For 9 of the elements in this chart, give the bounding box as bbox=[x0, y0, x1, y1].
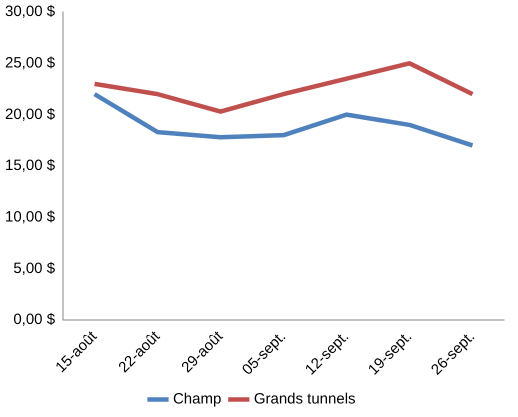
y-tick-label: 10,00 $ bbox=[5, 208, 56, 226]
y-tick-label: 25,00 $ bbox=[5, 54, 56, 72]
y-tick-label: 15,00 $ bbox=[5, 157, 56, 174]
y-tick-label: 20,00 $ bbox=[5, 106, 56, 123]
legend-label: Grands tunnels bbox=[254, 390, 356, 408]
y-tick-label: 5,00 $ bbox=[13, 260, 56, 277]
y-tick-label: 30,00 $ bbox=[5, 3, 56, 20]
y-tick-label: 0,00 $ bbox=[13, 311, 56, 328]
legend-label: Champ bbox=[172, 390, 222, 408]
